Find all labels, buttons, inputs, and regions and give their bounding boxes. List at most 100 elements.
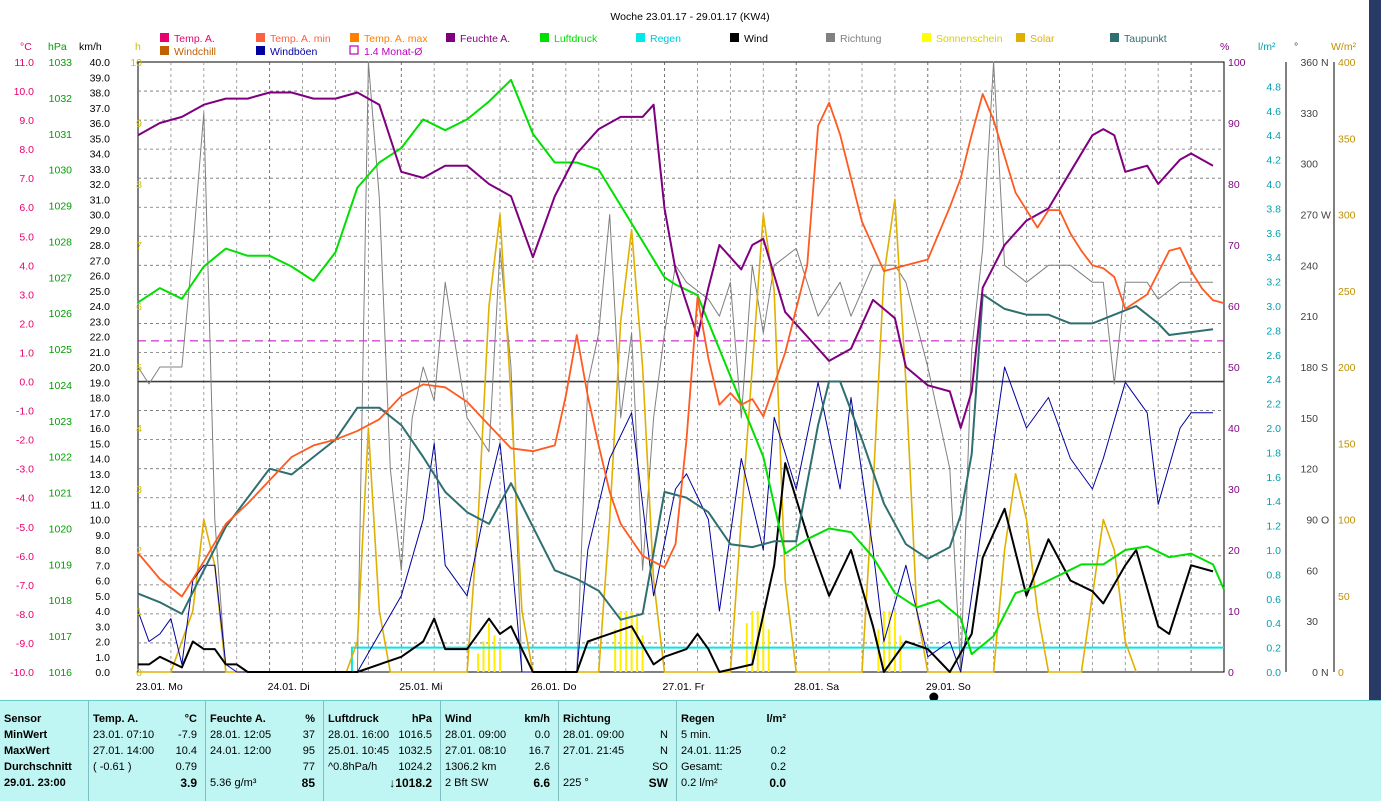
pressure-tick-label: 1022	[49, 452, 73, 464]
wind-tick-label: 30.0	[90, 210, 111, 222]
stats-direction-degrees: 225 °	[563, 777, 589, 789]
stats-rain-total-label: Gesamt:	[681, 761, 723, 773]
rain-tick-label: 4.6	[1266, 106, 1281, 118]
wind-tick-label: 14.0	[90, 454, 111, 466]
stats-rain-current-note: 0.2 l/m²	[681, 777, 718, 789]
wind-tick-label: 29.0	[90, 225, 111, 237]
stats-direction-min: N	[660, 729, 668, 741]
temp-tick-label: -2.0	[16, 435, 34, 447]
temp-tick-label: 11.0	[14, 57, 34, 69]
wind-tick-label: 23.0	[90, 316, 111, 328]
stats-temp-unit: °C	[184, 713, 197, 725]
direction-tick-label: 300	[1300, 159, 1318, 171]
stats-pressure-col: Luftdruck hPa 28.01. 16:00 1016.5 25.01. 1…	[323, 701, 440, 801]
pressure-unit-label: hPa	[48, 41, 67, 53]
stats-wind-avg: 2.6	[534, 761, 550, 773]
day-label: 25.01. Mi	[399, 681, 442, 693]
stats-pressure-current: ↓1018.2	[389, 776, 432, 790]
stats-direction-current: SW	[648, 776, 668, 790]
pressure-tick-label: 1018	[49, 595, 73, 607]
rain-tick-label: 3.0	[1266, 301, 1281, 313]
series-line-luftdruck	[137, 78, 1225, 656]
stats-sensor-header: Sensor	[4, 713, 42, 725]
direction-letter: W	[1321, 210, 1331, 222]
stats-humidity-current: 85	[301, 776, 315, 790]
rain-tick-label: 0.6	[1266, 594, 1281, 606]
stats-humidity-header: Feuchte A.	[210, 713, 266, 725]
legend-label: Solar	[1030, 33, 1055, 45]
stats-rain-max: 0.2	[770, 745, 786, 757]
legend-swatch	[160, 46, 169, 55]
stats-rain-col: Regen l/m² 5 min. 24.01. 11:25 0.2 Gesamt:…	[676, 701, 794, 801]
rain-line	[350, 646, 1224, 672]
direction-tick-label: 240	[1300, 260, 1318, 272]
stats-row-label: MaxWert	[4, 745, 50, 757]
temp-tick-label: -8.0	[16, 609, 34, 621]
wind-tick-label: 36.0	[90, 118, 111, 130]
rain-tick-label: 3.6	[1266, 228, 1281, 240]
temp-tick-label: -6.0	[16, 551, 34, 563]
wind-tick-label: 20.0	[90, 362, 111, 374]
stats-row-label: 29.01. 23:00	[4, 777, 66, 789]
wind-tick-label: 16.0	[90, 423, 111, 435]
stats-temp-avg-note: ( -0.61 )	[93, 761, 132, 773]
wind-tick-label: 35.0	[90, 133, 111, 145]
pressure-tick-label: 1020	[49, 523, 73, 535]
wind-tick-label: 28.0	[90, 240, 111, 252]
sun-tick-label: 10	[130, 57, 142, 69]
temp-tick-label: 9.0	[19, 115, 34, 127]
stats-temp-current: 3.9	[180, 776, 197, 790]
stats-rain-max-time: 24.01. 11:25	[681, 745, 742, 757]
wind-tick-label: 39.0	[90, 72, 111, 84]
pressure-tick-label: 1025	[49, 344, 73, 356]
plot-area	[137, 61, 1225, 673]
stats-pressure-avg: 1024.2	[398, 761, 432, 773]
solar-tick-label: 400	[1338, 57, 1356, 69]
stats-direction-max: N	[660, 745, 668, 757]
sun-tick-label: 9	[136, 118, 142, 130]
temp-tick-label: -4.0	[16, 493, 34, 505]
solar-tick-label: 350	[1338, 133, 1356, 145]
wind-tick-label: 27.0	[90, 255, 111, 267]
stats-temp-max-time: 27.01. 14:00	[93, 745, 155, 757]
series-line-solar	[138, 198, 1137, 673]
pressure-tick-label: 1021	[49, 488, 73, 500]
rain-tick-label: 4.8	[1266, 81, 1281, 93]
stats-humidity-max: 95	[302, 745, 315, 757]
legend-label: Feuchte A.	[460, 33, 510, 45]
wind-tick-label: 15.0	[90, 438, 111, 450]
wind-tick-label: 34.0	[90, 149, 111, 161]
legend-swatch	[160, 33, 169, 42]
stats-rain-current: 0.0	[769, 776, 786, 790]
sun-tick-label: 7	[136, 240, 142, 252]
stats-temp-max: 10.4	[175, 745, 197, 757]
sun-tick-label: 4	[136, 423, 142, 435]
humidity-tick-label: 20	[1228, 545, 1240, 557]
stats-temp-avg: 0.79	[175, 761, 197, 773]
direction-tick-label: 210	[1300, 311, 1318, 323]
temp-tick-label: 2.0	[19, 318, 34, 330]
day-label: 23.01. Mo	[136, 681, 183, 693]
rain-tick-label: 3.2	[1266, 277, 1281, 289]
legend-swatch	[826, 33, 835, 42]
legend-swatch	[1016, 33, 1025, 42]
stats-direction-max-time: 27.01. 21:45	[563, 745, 625, 757]
wind-tick-label: 24.0	[90, 301, 111, 313]
direction-tick-label: 150	[1300, 413, 1318, 425]
direction-letter: N	[1321, 57, 1329, 69]
rain-tick-label: 2.0	[1266, 423, 1281, 435]
direction-letter: O	[1321, 515, 1329, 527]
stats-row-label: Durchschnitt	[4, 761, 72, 773]
wind-tick-label: 25.0	[90, 286, 111, 298]
direction-tick-label: 30	[1306, 616, 1318, 628]
direction-tick-label: 120	[1300, 464, 1318, 476]
temp-tick-label: 1.0	[19, 347, 34, 359]
legend-label: Luftdruck	[554, 33, 598, 45]
temp-tick-label: 4.0	[19, 260, 34, 272]
humidity-tick-label: 30	[1228, 484, 1240, 496]
series-line-temp-a-	[137, 93, 1225, 598]
wind-tick-label: 7.0	[95, 560, 110, 572]
temp-tick-label: -10.0	[10, 667, 34, 679]
wind-tick-label: 40.0	[90, 57, 111, 69]
wind-tick-label: 33.0	[90, 164, 111, 176]
